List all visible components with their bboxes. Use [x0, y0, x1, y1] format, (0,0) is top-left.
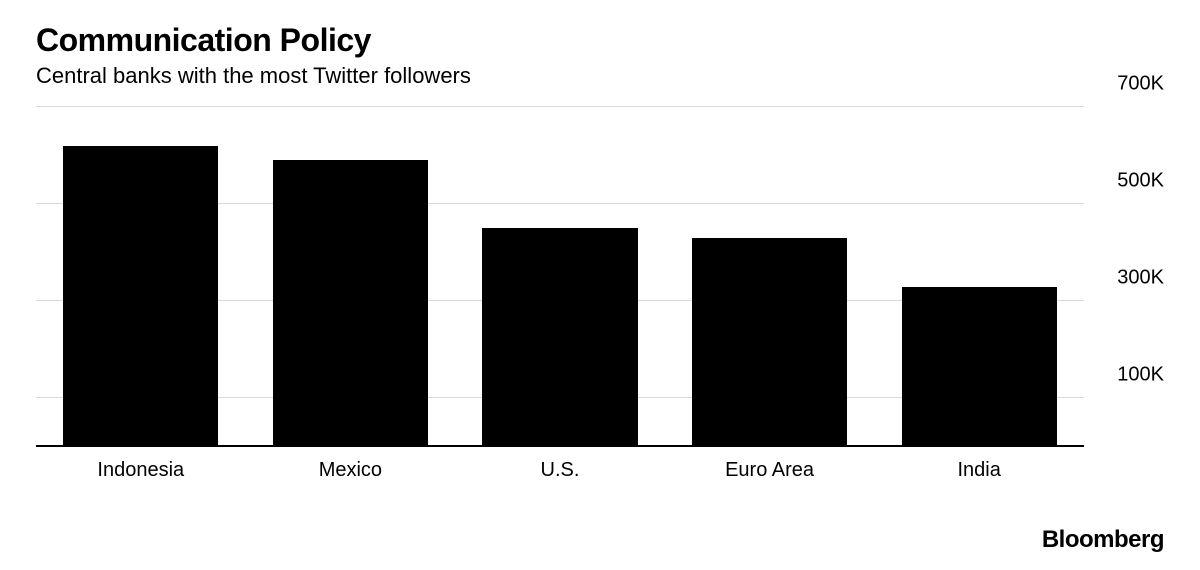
chart-area: 100K300K500K700K IndonesiaMexicoU.S.Euro…	[36, 107, 1164, 487]
brand-logo: Bloomberg	[1042, 526, 1164, 554]
bar	[273, 160, 428, 447]
x-tick-label: India	[874, 447, 1084, 487]
bar	[692, 238, 847, 447]
y-tick-label: 100K	[1084, 364, 1164, 387]
bar-slot	[665, 107, 875, 447]
y-tick-label: 700K	[1084, 73, 1164, 96]
x-axis-labels: IndonesiaMexicoU.S.Euro AreaIndia	[36, 447, 1084, 487]
bar	[902, 287, 1057, 447]
chart-container: Communication Policy Central banks with …	[0, 0, 1200, 487]
x-tick-label: U.S.	[455, 447, 665, 487]
x-tick-label: Indonesia	[36, 447, 246, 487]
bar-slot	[874, 107, 1084, 447]
x-tick-label: Mexico	[246, 447, 456, 487]
bar-slot	[36, 107, 246, 447]
plot-area	[36, 107, 1084, 447]
x-tick-label: Euro Area	[665, 447, 875, 487]
bar	[482, 228, 637, 447]
bars-group	[36, 107, 1084, 447]
bar-slot	[455, 107, 665, 447]
y-tick-label: 300K	[1084, 267, 1164, 290]
bar	[63, 146, 218, 447]
bar-slot	[246, 107, 456, 447]
chart-title: Communication Policy	[36, 22, 1164, 59]
y-tick-label: 500K	[1084, 170, 1164, 193]
y-axis-labels: 100K300K500K700K	[1084, 107, 1164, 447]
chart-subtitle: Central banks with the most Twitter foll…	[36, 63, 1164, 89]
